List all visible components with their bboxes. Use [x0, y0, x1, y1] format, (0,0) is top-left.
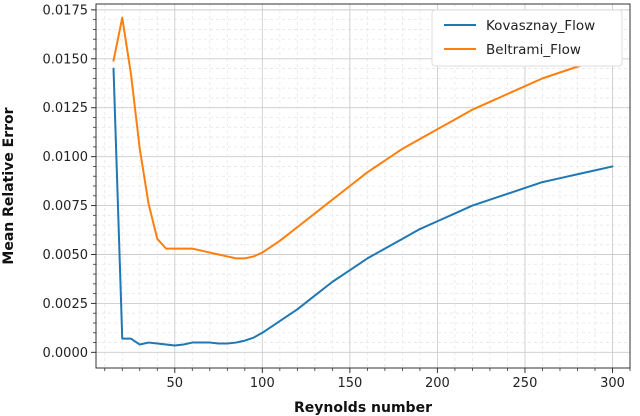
y-tick-label: 0.0175	[43, 3, 89, 18]
y-tick-label: 0.0000	[43, 346, 89, 361]
y-axis-title: Mean Relative Error	[1, 107, 17, 264]
x-tick-label: 250	[513, 376, 538, 391]
legend-label-beltrami: Beltrami_Flow	[486, 42, 581, 58]
y-axis: 0.0000 0.0025 0.0050 0.0075 0.0100 0.0125 0.01…	[43, 3, 96, 361]
series-layer	[112, 16, 614, 347]
x-tick-label: 300	[600, 376, 625, 391]
y-tick-label: 0.0125	[43, 101, 89, 116]
x-axis-title: Reynolds number	[294, 400, 432, 416]
x-tick-label: 200	[425, 376, 450, 391]
beltrami-flow-line	[112, 16, 614, 260]
x-tick-label: 150	[337, 376, 362, 391]
x-tick-label: 100	[250, 376, 275, 391]
y-tick-label: 0.0075	[43, 199, 89, 214]
y-tick-label: 0.0050	[43, 248, 89, 263]
legend-label-kovasznay: Kovasznay_Flow	[486, 18, 595, 34]
x-axis: 50 100 150 200 250 300	[104, 368, 631, 391]
legend-box	[431, 9, 623, 67]
y-tick-label: 0.0150	[43, 52, 89, 67]
y-tick-label: 0.0025	[43, 297, 89, 312]
kovasznay-flow-line	[112, 67, 614, 347]
y-tick-label: 0.0100	[43, 150, 89, 165]
legend: Kovasznay_Flow Beltrami_Flow	[431, 9, 623, 67]
x-tick-label: 50	[167, 376, 184, 391]
